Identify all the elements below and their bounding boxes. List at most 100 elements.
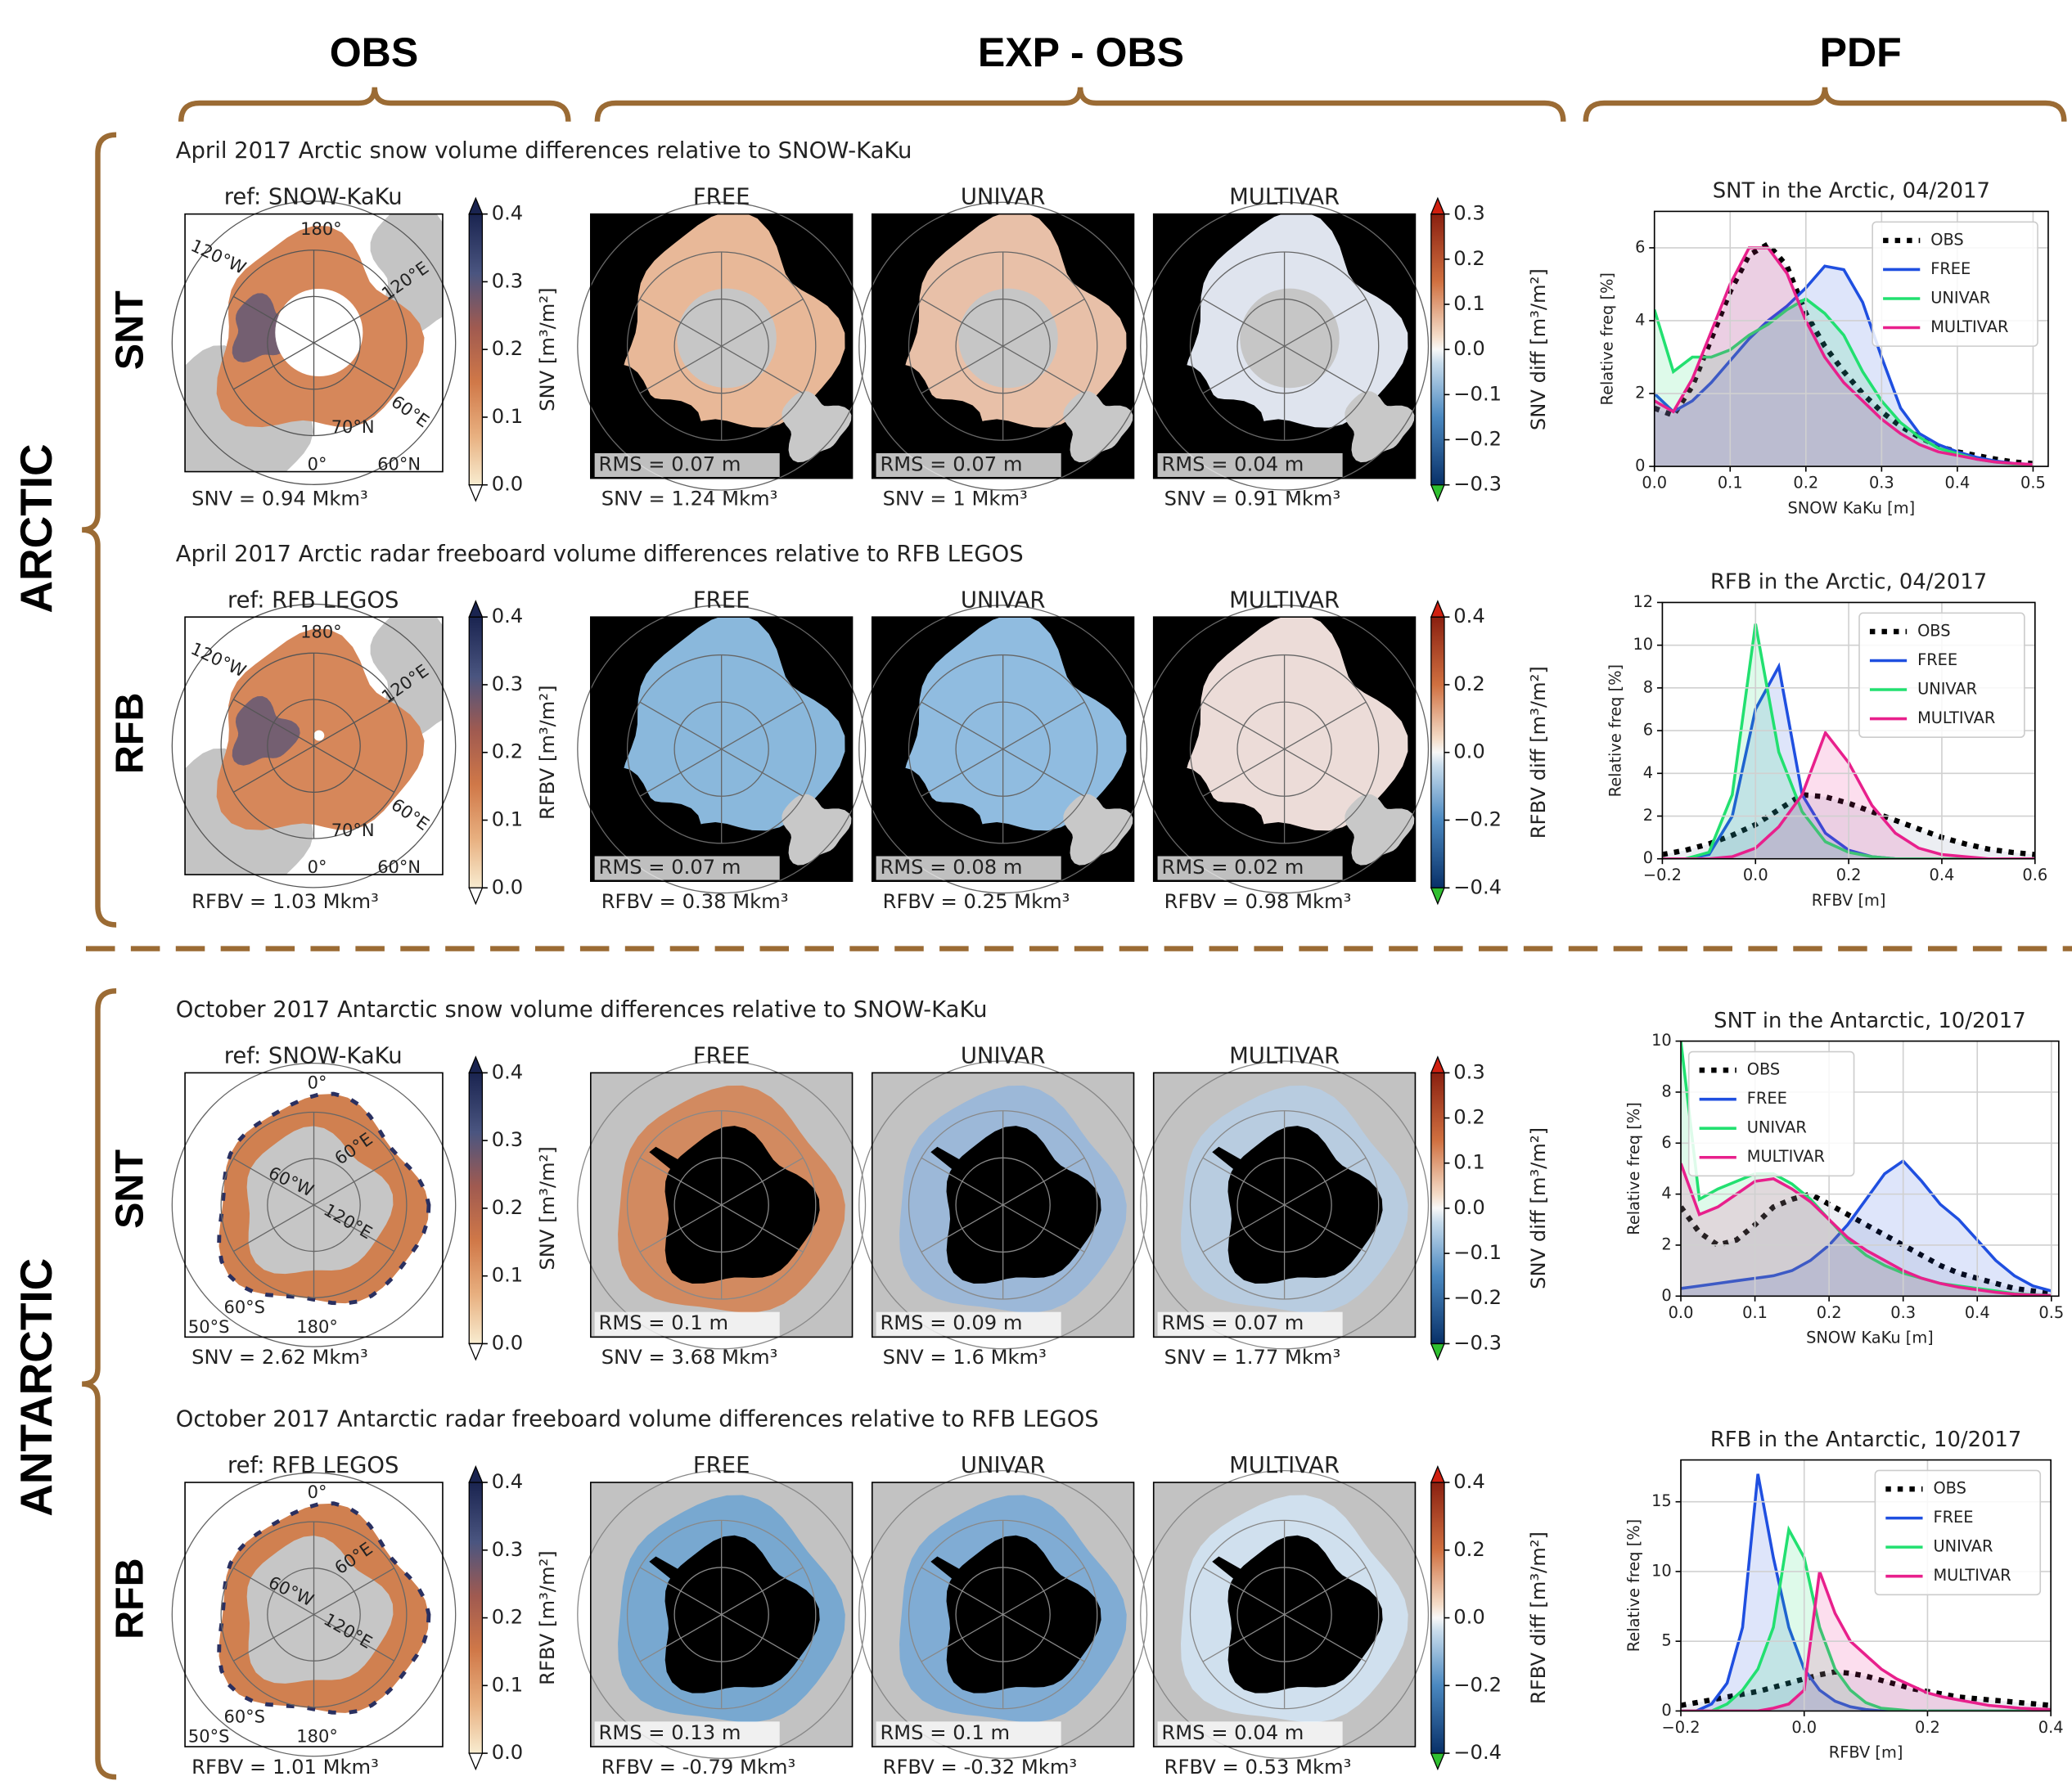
map-label: 70°N: [331, 417, 375, 437]
row-label: SNT: [107, 1149, 151, 1229]
legend-label: UNIVAR: [1930, 288, 1990, 307]
x-tick-label: 0.4: [1965, 1303, 1990, 1322]
map-label: 60°N: [377, 857, 421, 877]
map-frame: [590, 213, 854, 479]
map-label: 180°: [296, 1727, 338, 1747]
map-grid: [233, 295, 395, 390]
map-label: 180°: [296, 1317, 338, 1337]
map-frame: [590, 1482, 854, 1747]
map-land: [1212, 1556, 1256, 1589]
rms-label: RMS = 0.13 m: [599, 1721, 741, 1744]
map-hole: [313, 730, 325, 741]
legend-label: UNIVAR: [1933, 1537, 1993, 1556]
map-grid: [171, 603, 457, 888]
map-label: 0°: [308, 1073, 327, 1092]
colorbar-tick-label: 0.0: [1453, 1606, 1485, 1629]
volume-label: RFBV = 0.98 Mkm³: [1164, 890, 1352, 913]
map-frame: [184, 1482, 444, 1747]
colorbar: [468, 1482, 484, 1754]
x-axis-label: RFBV [m]: [1812, 891, 1886, 910]
colorbar-extend: [1430, 1752, 1445, 1771]
colorbar: [468, 1072, 484, 1345]
panel-title: UNIVAR: [961, 185, 1046, 210]
colorbar-tick-label: −0.1: [1453, 1241, 1502, 1264]
y-tick-label: 12: [1633, 592, 1653, 611]
y-tick-label: 10: [1633, 635, 1653, 654]
colorbar-tick-label: 0.2: [492, 337, 524, 360]
y-tick-label: 6: [1643, 721, 1653, 740]
map-grid: [171, 200, 457, 485]
colorbar-extend: [468, 1464, 484, 1483]
map-land: [649, 1556, 693, 1589]
colorbar-tick-label: −0.4: [1453, 875, 1502, 898]
x-tick-label: 0.4: [2038, 1718, 2064, 1737]
chart-title: RFB in the Antarctic, 10/2017: [1710, 1428, 2022, 1452]
colorbar-tick-label: 0.1: [1453, 292, 1485, 315]
map-ocean: [782, 391, 852, 463]
colorbar-label: SNV [m³/m²]: [536, 287, 559, 411]
map-label: 0°: [308, 1482, 327, 1502]
map-frame: [184, 1072, 444, 1338]
line: [1662, 792, 2035, 857]
colorbar-tick-label: 0.3: [1453, 202, 1485, 225]
brace: [81, 988, 117, 1780]
rms-label: RMS = 0.02 m: [1161, 856, 1304, 879]
colorbar-tick-label: 0.1: [492, 405, 524, 428]
map-grid: [1202, 1567, 1367, 1662]
map-grid: [921, 1157, 1085, 1253]
map-grid: [639, 701, 804, 797]
map-frame: [871, 213, 1135, 479]
x-tick-label: 0.0: [1791, 1718, 1817, 1737]
map-grid: [921, 701, 1085, 797]
map-label: 60°N: [377, 454, 421, 474]
map-frame: [184, 213, 444, 473]
colorbar-tick-label: 0.3: [492, 672, 524, 695]
legend-label: OBS: [1917, 621, 1950, 640]
rms-background: [876, 452, 1061, 478]
map-grid: [858, 201, 1148, 491]
colorbar-extend: [468, 1752, 484, 1771]
area: [1654, 244, 2034, 467]
line: [1681, 1571, 2052, 1711]
map-land: [872, 767, 983, 882]
colorbar-extend: [1430, 196, 1445, 215]
column-header: EXP - OBS: [978, 29, 1184, 75]
map-land: [930, 1146, 975, 1179]
panel-title: FREE: [693, 587, 750, 613]
colorbar-tick-label: 0.4: [492, 1060, 524, 1083]
map-grid: [1202, 299, 1367, 394]
map-grid: [1140, 201, 1430, 491]
legend-label: FREE: [1930, 259, 1971, 278]
colorbar-tick-label: 0.4: [492, 1470, 524, 1493]
y-tick-label: 4: [1635, 310, 1645, 329]
rms-label: RMS = 0.1 m: [599, 1311, 729, 1334]
x-tick-label: 0.3: [1890, 1303, 1916, 1322]
line: [1681, 1525, 2052, 1711]
map-grid: [577, 605, 867, 894]
region-label: ANTARCTIC: [11, 1258, 61, 1517]
map-grid: [858, 1060, 1148, 1350]
legend-label: MULTIVAR: [1747, 1147, 1825, 1166]
rms-label: RMS = 0.04 m: [1161, 452, 1304, 475]
axes-frame: [1653, 210, 2049, 467]
map: [872, 1482, 1134, 1747]
volume-label: SNV = 1.77 Mkm³: [1164, 1346, 1341, 1369]
map-ice: [901, 617, 1127, 831]
panel-title: ref: SNOW-KaKu: [224, 1043, 403, 1068]
map-land: [1227, 1535, 1383, 1693]
map-ice: [217, 1501, 431, 1716]
colorbar-extend: [468, 196, 484, 215]
colorbar-extend: [1430, 600, 1445, 618]
rms-background: [594, 1721, 780, 1746]
map-grid: [1140, 1060, 1430, 1350]
plot: [1654, 241, 2034, 467]
area: [1681, 1571, 2052, 1711]
colorbar-extend: [468, 1055, 484, 1074]
map-label: 60°S: [223, 1298, 265, 1317]
colorbar-tick-label: 0.2: [492, 1606, 524, 1629]
map-ice: [1182, 617, 1408, 831]
map-land: [590, 767, 701, 882]
map-grid: [233, 1158, 395, 1253]
y-axis-label: Relative freq [%]: [1606, 664, 1624, 797]
x-tick-label: 0.5: [2038, 1303, 2064, 1322]
